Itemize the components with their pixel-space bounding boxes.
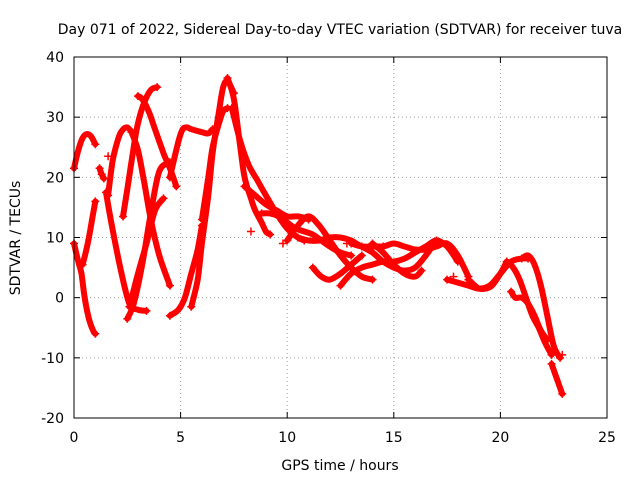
series-endpoint-marker [127,128,136,137]
series-endpoint-marker [432,236,441,245]
series-endpoint-marker [357,242,366,251]
series-arc-31 [508,288,551,343]
series-endpoint-marker [308,263,317,272]
series-endpoint-marker [95,164,104,173]
x-axis-label: GPS time / hours [281,458,398,474]
series-endpoint-marker [357,251,366,260]
scatter-point-marker [97,170,106,179]
series-endpoint-marker [336,281,345,290]
series-endpoint-marker [165,281,174,290]
x-tick-label: 20 [491,430,509,446]
series-endpoint-marker [543,335,552,344]
series-endpoint-marker [293,233,302,242]
scatter-point-marker [278,239,287,248]
series-endpoint-marker [165,173,174,182]
series-endpoint-marker [517,254,526,263]
x-tick-label: 5 [176,430,185,446]
series-arc-01 [71,130,99,172]
y-axis-label: SDTVAR / TECUs [8,181,24,296]
series-endpoint-marker [347,251,356,260]
y-tick-label: -10 [41,351,64,367]
chart-title: Day 071 of 2022, Sidereal Day-to-day VTE… [58,22,622,38]
series-endpoint-marker [99,174,108,183]
y-tick-label: 0 [55,291,64,307]
series-endpoint-marker [240,182,249,191]
series-arc-03 [79,198,99,268]
series-endpoint-marker [104,191,113,200]
series-endpoint-marker [558,389,567,398]
x-tick-label: 10 [278,430,296,446]
y-tick-label: 20 [46,170,64,186]
series-endpoint-marker [283,236,292,245]
scatter-point-marker [558,350,567,359]
series-arc-18 [241,183,312,223]
series-endpoint-marker [257,209,266,218]
series-endpoint-marker [266,230,275,239]
series-arc-29 [518,252,564,361]
series-endpoint-marker [197,215,206,224]
series-arc-05 [103,189,150,314]
series-arc-22 [309,252,365,283]
series-endpoint-marker [502,257,511,266]
series-endpoint-marker [78,260,87,269]
series-arc-07 [120,84,161,220]
series-arc-02 [71,240,99,337]
series-endpoint-marker [443,275,452,284]
series-endpoint-marker [547,359,556,368]
series-endpoint-marker [223,74,232,83]
axis-layer: 0 5 10 15 20 25 -20 -10 0 10 20 30 40 [41,50,616,446]
plot-frame [73,56,608,419]
scatter-point-marker [342,239,351,248]
series-endpoint-marker [119,212,128,221]
series-endpoint-marker [91,140,100,149]
series-endpoint-marker [125,302,134,311]
series-arc-11 [126,195,167,310]
series-arc-32 [548,360,566,397]
series-endpoint-marker [123,314,132,323]
series-endpoint-marker [159,194,168,203]
scatter-point-marker [246,227,255,236]
series-endpoint-marker [91,197,100,206]
series-endpoint-marker [187,302,196,311]
series-arc-17 [224,75,274,238]
x-tick-label: 15 [385,430,403,446]
series-endpoint-marker [547,350,556,359]
series-endpoint-marker [507,287,516,296]
x-tick-label: 0 [70,430,79,446]
series-endpoint-marker [417,266,426,275]
series-endpoint-marker [133,92,142,101]
series-arc-09 [128,129,173,289]
series-arc-12 [166,124,216,181]
scatter-point-marker [449,272,458,281]
series-arc-06 [105,124,137,199]
series-endpoint-marker [142,306,151,315]
y-tick-label: 10 [46,231,64,247]
y-tick-label: -20 [41,411,64,427]
series-endpoint-marker [153,83,162,92]
y-tick-label: 30 [46,110,64,126]
x-tick-label: 25 [598,430,616,446]
series-arc-13 [166,222,205,319]
series-endpoint-marker [368,275,377,284]
series-endpoint-marker [172,182,181,191]
scatter-point-marker [104,152,113,161]
series-endpoint-marker [464,275,473,284]
series-endpoint-marker [165,311,174,320]
series-arc-15 [198,105,231,223]
series-endpoint-marker [91,329,100,338]
series-arc-26 [369,240,425,280]
series-layer [70,74,567,398]
series-endpoint-marker [368,239,377,248]
y-tick-label: 40 [46,50,64,66]
